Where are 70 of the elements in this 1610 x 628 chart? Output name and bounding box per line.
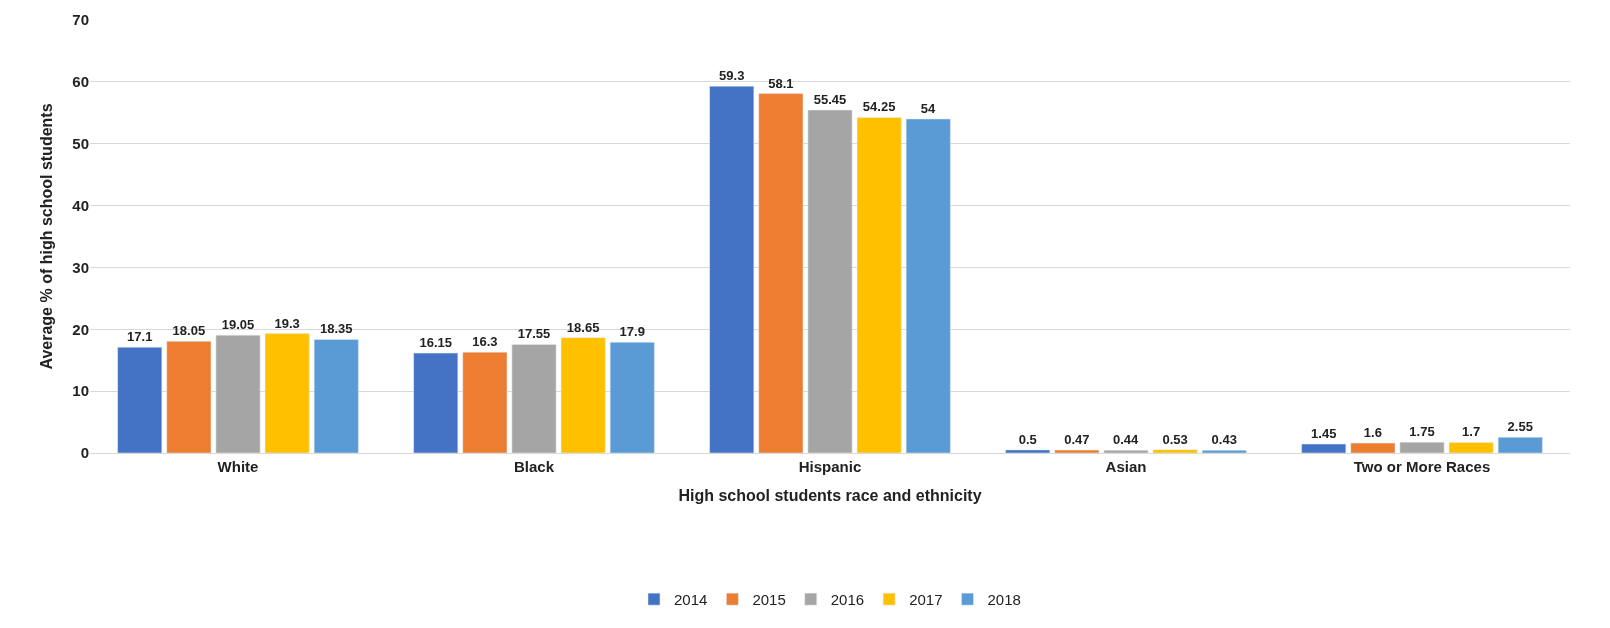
x-tick-label: White xyxy=(217,458,259,475)
data-label: 0.44 xyxy=(1112,432,1140,448)
bar xyxy=(462,351,508,453)
bar xyxy=(1152,449,1198,453)
data-label: 1.6 xyxy=(1363,425,1382,441)
legend-label: 2015 xyxy=(752,591,786,608)
data-label: 18.05 xyxy=(172,323,206,339)
bar xyxy=(1301,443,1347,453)
data-label: 55.45 xyxy=(813,92,847,107)
bar xyxy=(560,337,606,453)
bar xyxy=(856,117,902,453)
bar xyxy=(1448,442,1494,453)
bar xyxy=(511,344,557,453)
bar xyxy=(1005,449,1051,453)
data-label: 17.1 xyxy=(127,329,153,345)
y-tick-label: 20 xyxy=(72,320,89,338)
y-axis-title: Average % of high school students xyxy=(38,103,56,370)
data-label: 16.15 xyxy=(419,335,452,351)
bar xyxy=(1350,442,1396,453)
data-label: 1.45 xyxy=(1311,426,1337,442)
bar xyxy=(905,118,951,453)
data-label: 0.53 xyxy=(1162,431,1188,447)
data-label: 18.35 xyxy=(320,321,353,337)
data-label: 17.55 xyxy=(517,326,551,342)
data-label: 17.9 xyxy=(619,324,645,340)
x-axis-title: High school students race and ethnicity xyxy=(678,486,982,504)
y-tick-label: 40 xyxy=(72,196,89,214)
bar xyxy=(413,352,459,453)
data-label: 0.47 xyxy=(1064,432,1090,448)
legend-label: 2014 xyxy=(674,591,708,608)
data-label: 16.3 xyxy=(472,334,498,350)
data-label: 18.65 xyxy=(566,319,600,335)
data-label: 58.1 xyxy=(768,75,794,91)
bar xyxy=(1103,450,1149,453)
bar xyxy=(215,334,261,453)
bar xyxy=(1201,450,1247,453)
data-label: 59.3 xyxy=(719,68,745,84)
bar xyxy=(313,339,359,453)
legend-label: 2016 xyxy=(830,591,865,608)
data-label: 19.05 xyxy=(221,317,255,333)
legend-label: 2018 xyxy=(987,591,1021,608)
bar xyxy=(166,341,212,453)
data-label: 0.43 xyxy=(1211,432,1237,448)
x-tick-label: Black xyxy=(513,458,555,475)
y-tick-label: 70 xyxy=(72,11,89,29)
data-label: 1.75 xyxy=(1409,424,1435,440)
data-label: 19.3 xyxy=(274,315,300,331)
bar xyxy=(264,333,310,453)
y-tick-label: 50 xyxy=(72,134,89,152)
x-tick-label: Two or More Races xyxy=(1353,458,1491,475)
data-label: 54.25 xyxy=(862,99,896,115)
legend-label: 2017 xyxy=(909,591,943,608)
x-tick-label: Asian xyxy=(1105,458,1147,475)
y-tick-label: 10 xyxy=(72,382,89,400)
bar xyxy=(1497,436,1543,453)
y-tick-label: 0 xyxy=(80,444,89,462)
data-label: 0.5 xyxy=(1018,431,1037,447)
bar xyxy=(609,342,655,453)
y-tick-label: 60 xyxy=(72,73,89,91)
bar xyxy=(709,85,755,453)
data-label: 1.7 xyxy=(1462,424,1481,440)
bar xyxy=(117,346,163,453)
bar xyxy=(1054,449,1100,453)
bar xyxy=(807,109,853,453)
bar xyxy=(1399,441,1445,453)
x-tick-label: Hispanic xyxy=(798,458,862,475)
data-label: 2.55 xyxy=(1507,419,1533,435)
y-tick-label: 30 xyxy=(72,258,89,276)
bar xyxy=(758,93,804,453)
data-label: 54 xyxy=(920,100,936,116)
